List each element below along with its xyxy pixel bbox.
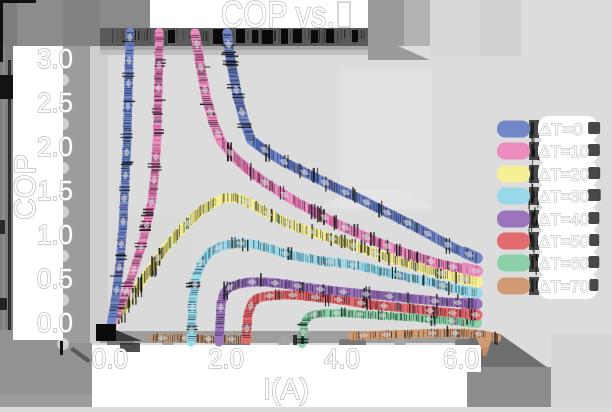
svg-text:COP: COP [9,154,42,220]
svg-text:ΔT=50: ΔT=50 [539,232,589,251]
svg-text:ΔT=70: ΔT=70 [539,277,589,296]
svg-text:6.0: 6.0 [443,343,479,374]
svg-text:0.0: 0.0 [37,307,73,338]
svg-text:3.0: 3.0 [37,43,73,74]
svg-text:ΔT=30: ΔT=30 [539,187,589,206]
svg-text:ΔT=10: ΔT=10 [539,142,589,161]
svg-text:ΔT=20: ΔT=20 [539,165,589,184]
svg-text:COP vs.: COP vs. [221,0,335,35]
svg-text:1.5: 1.5 [37,175,73,206]
svg-text:ΔT=0: ΔT=0 [539,120,583,139]
svg-text:I(A): I(A) [263,374,309,406]
svg-text:0.0: 0.0 [92,343,128,374]
svg-text:2.5: 2.5 [37,87,73,118]
svg-text:ΔT=40: ΔT=40 [539,210,589,229]
svg-text:2.0: 2.0 [37,131,73,162]
svg-text:ΔT=60: ΔT=60 [539,254,589,273]
svg-text:2.0: 2.0 [208,343,244,374]
svg-text:4.0: 4.0 [324,343,360,374]
svg-text:0.5: 0.5 [37,263,73,294]
svg-text:1.0: 1.0 [37,219,73,250]
